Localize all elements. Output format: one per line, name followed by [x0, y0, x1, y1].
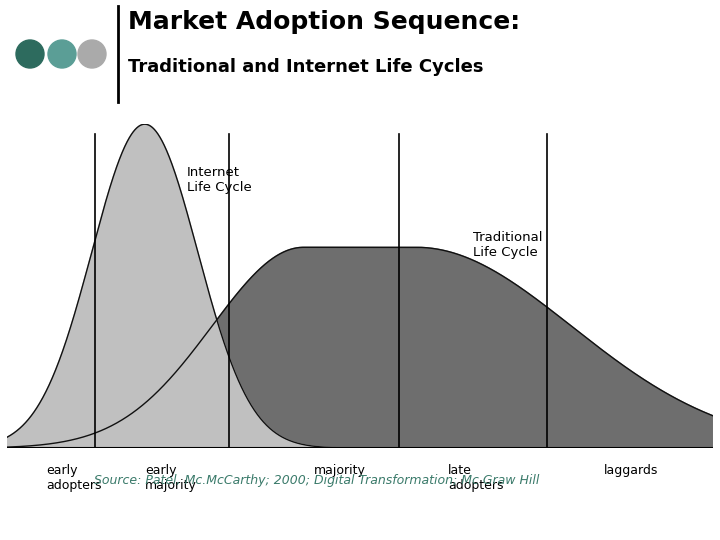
Circle shape	[78, 40, 106, 68]
Polygon shape	[7, 247, 713, 448]
Text: late
adopters: late adopters	[448, 464, 504, 492]
Text: majority: majority	[314, 464, 366, 477]
Circle shape	[16, 40, 44, 68]
Text: Market Adoption Sequence:: Market Adoption Sequence:	[128, 10, 520, 34]
Text: early
adopters: early adopters	[46, 464, 102, 492]
Text: early
majority: early majority	[145, 464, 197, 492]
Circle shape	[48, 40, 76, 68]
Text: Traditional
Life Cycle: Traditional Life Cycle	[473, 231, 542, 259]
Text: Source: Patel, Mc.McCarthy; 2000; Digital Transformation; Mc Graw Hill: Source: Patel, Mc.McCarthy; 2000; Digita…	[94, 474, 539, 487]
Polygon shape	[7, 124, 713, 448]
Text: Traditional and Internet Life Cycles: Traditional and Internet Life Cycles	[128, 58, 484, 76]
Text: Internet
Life Cycle: Internet Life Cycle	[187, 166, 252, 194]
Text: laggards: laggards	[603, 464, 658, 477]
